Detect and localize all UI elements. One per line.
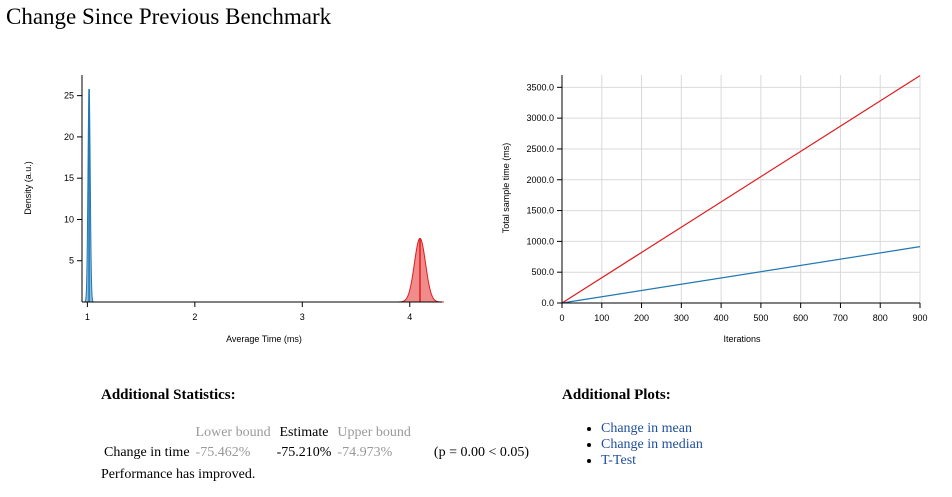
y-tick-label: 1000.0 bbox=[526, 236, 554, 246]
x-tick-label: 500 bbox=[753, 313, 768, 323]
regression-chart: 0.0 500.0 1000.0 1500.0 2000.0 2500.0 3000.0 35… bbox=[501, 75, 928, 344]
x-tick-label: 4 bbox=[407, 312, 412, 322]
y-tick-label: 2000.0 bbox=[526, 175, 554, 185]
y-tick-label: 500.0 bbox=[531, 267, 554, 277]
x-tick-label: 3 bbox=[300, 312, 305, 322]
x-tick-label: 200 bbox=[634, 313, 649, 323]
y-axis-label: Density (a.u.) bbox=[23, 161, 33, 215]
row-label: Change in time bbox=[104, 445, 190, 460]
page-title: Change Since Previous Benchmark bbox=[6, 4, 332, 29]
stats-header-row: Lower bound Estimate Upper bound bbox=[101, 423, 532, 443]
stats-row: Change in time -75.462% -75.210% -74.973… bbox=[101, 443, 532, 463]
x-tick-label: 400 bbox=[714, 313, 729, 323]
series-line-1 bbox=[561, 246, 921, 304]
p-value: (p = 0.00 < 0.05) bbox=[433, 445, 530, 460]
x-tick-label: 2 bbox=[192, 312, 197, 322]
y-tick-label: 15 bbox=[64, 173, 74, 183]
y-tick-label: 10 bbox=[64, 214, 74, 224]
col-estimate: Estimate bbox=[279, 425, 329, 440]
y-tick-label: 1500.0 bbox=[526, 206, 554, 216]
x-axis-label: Average Time (ms) bbox=[226, 334, 302, 344]
x-tick-label: 900 bbox=[912, 313, 927, 323]
estimate-value: -75.210% bbox=[276, 445, 332, 460]
y-axis-label: Total sample time (ms) bbox=[501, 143, 511, 234]
x-tick-label: 800 bbox=[873, 313, 888, 323]
list-item: T-Test bbox=[601, 453, 703, 469]
y-tick-label: 25 bbox=[64, 91, 74, 101]
series-line-0 bbox=[561, 75, 921, 304]
x-tick-label: 100 bbox=[594, 313, 609, 323]
y-tick-label: 20 bbox=[64, 132, 74, 142]
y-tick-label: 2500.0 bbox=[526, 144, 554, 154]
x-tick-label: 700 bbox=[833, 313, 848, 323]
pdf-chart: 5 10 15 20 25 1 2 3 4 Average Time (ms) Density (a… bbox=[23, 75, 444, 344]
stats-empty-cell bbox=[101, 423, 193, 443]
x-tick-label: 300 bbox=[674, 313, 689, 323]
y-tick-label: 3500.0 bbox=[526, 82, 554, 92]
col-upper-bound: Upper bound bbox=[337, 425, 411, 440]
change-in-median-link[interactable]: Change in median bbox=[601, 437, 703, 452]
stats-table: Lower bound Estimate Upper bound Change … bbox=[101, 423, 532, 463]
plots-heading: Additional Plots: bbox=[562, 387, 671, 403]
list-item: Change in median bbox=[601, 437, 703, 453]
x-tick-label: 0 bbox=[559, 313, 564, 323]
lower-bound-value: -75.462% bbox=[195, 445, 251, 460]
y-tick-label: 0.0 bbox=[541, 298, 554, 308]
additional-plots-list: Change in mean Change in median T-Test bbox=[562, 421, 703, 469]
performance-verdict: Performance has improved. bbox=[101, 467, 256, 482]
change-in-mean-link[interactable]: Change in mean bbox=[601, 421, 692, 436]
t-test-link[interactable]: T-Test bbox=[601, 453, 637, 468]
upper-bound-value: -74.973% bbox=[337, 445, 393, 460]
stats-empty-cell bbox=[414, 423, 532, 443]
x-tick-label: 600 bbox=[793, 313, 808, 323]
x-axis-label: Iterations bbox=[723, 334, 761, 344]
y-tick-label: 3000.0 bbox=[526, 113, 554, 123]
list-item: Change in mean bbox=[601, 421, 703, 437]
col-lower-bound: Lower bound bbox=[195, 425, 271, 440]
x-tick-label: 1 bbox=[85, 312, 90, 322]
y-tick-label: 5 bbox=[69, 256, 74, 266]
stats-heading: Additional Statistics: bbox=[101, 387, 236, 403]
